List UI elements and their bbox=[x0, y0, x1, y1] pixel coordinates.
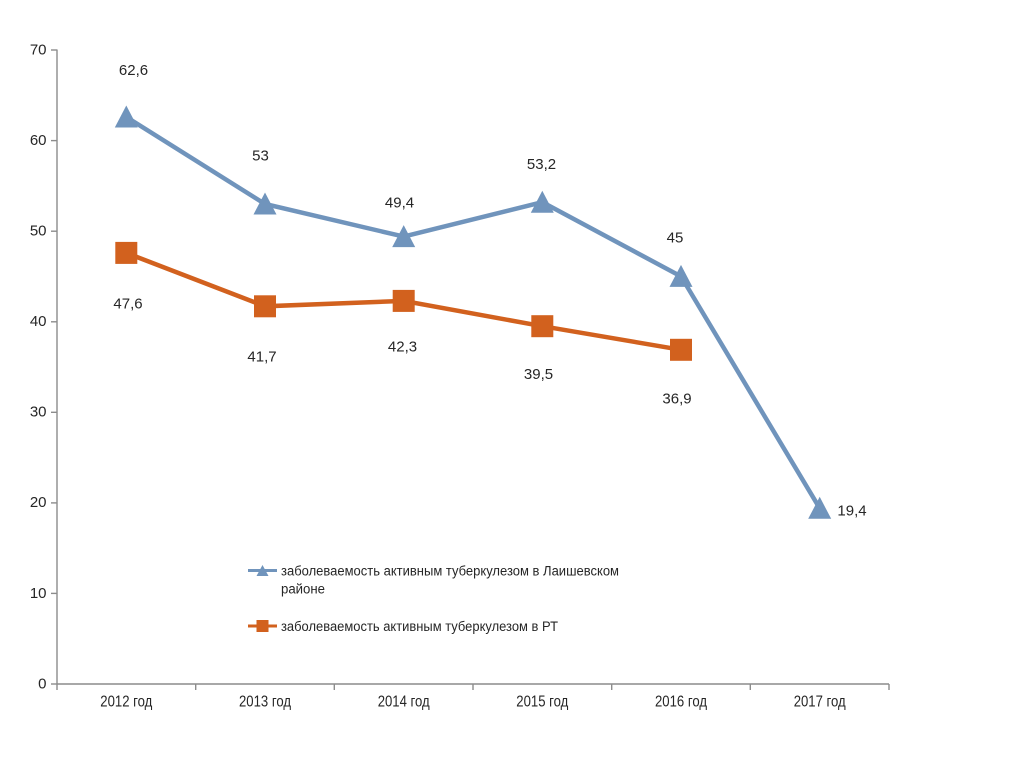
svg-text:2012 год: 2012 год bbox=[100, 694, 153, 711]
svg-text:19,4: 19,4 bbox=[837, 503, 866, 520]
svg-text:70: 70 bbox=[30, 41, 47, 58]
svg-text:2016 год: 2016 год bbox=[655, 694, 708, 711]
svg-text:заболеваемость активным туберк: заболеваемость активным туберкулезом в Р… bbox=[281, 619, 558, 634]
svg-text:42,3: 42,3 bbox=[388, 339, 417, 356]
svg-text:39,5: 39,5 bbox=[524, 366, 553, 383]
svg-text:2015 год: 2015 год bbox=[516, 694, 569, 711]
svg-text:36,9: 36,9 bbox=[662, 391, 691, 408]
svg-text:2013 год: 2013 год bbox=[239, 694, 292, 711]
svg-text:53,2: 53,2 bbox=[527, 156, 556, 173]
svg-text:районе: районе bbox=[281, 582, 325, 597]
svg-text:заболеваемость активным туберк: заболеваемость активным туберкулезом в Л… bbox=[281, 564, 619, 579]
svg-text:2014 год: 2014 год bbox=[378, 694, 431, 711]
svg-text:0: 0 bbox=[38, 675, 46, 692]
svg-text:2017 год: 2017 год bbox=[794, 694, 847, 711]
svg-text:47,6: 47,6 bbox=[113, 296, 142, 313]
svg-text:30: 30 bbox=[30, 404, 47, 421]
svg-text:10: 10 bbox=[30, 585, 47, 602]
svg-text:49,4: 49,4 bbox=[385, 195, 414, 212]
svg-text:20: 20 bbox=[30, 494, 47, 511]
svg-text:45: 45 bbox=[667, 230, 684, 247]
svg-text:62,6: 62,6 bbox=[119, 62, 148, 79]
svg-text:60: 60 bbox=[30, 132, 47, 149]
svg-text:41,7: 41,7 bbox=[247, 349, 276, 366]
svg-text:50: 50 bbox=[30, 223, 47, 240]
svg-text:53: 53 bbox=[252, 148, 269, 165]
svg-text:40: 40 bbox=[30, 313, 47, 330]
